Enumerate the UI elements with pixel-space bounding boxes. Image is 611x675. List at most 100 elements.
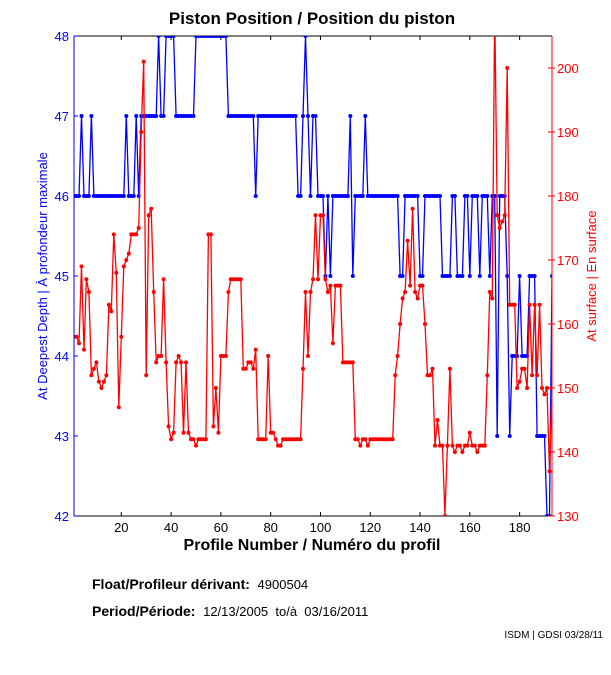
left-y-axis-label: At Deepest Depth | À profondeur maximale — [35, 152, 50, 400]
data-point — [119, 334, 124, 339]
data-point — [325, 290, 330, 294]
data-point — [475, 450, 480, 454]
data-point — [532, 274, 537, 278]
data-point — [365, 443, 370, 448]
right-y-axis-label: At surface | En surface — [584, 210, 599, 341]
data-point — [413, 290, 418, 294]
data-point — [306, 114, 310, 118]
data-point — [450, 443, 455, 448]
data-point — [540, 386, 544, 390]
data-point — [477, 274, 482, 278]
data-point — [467, 274, 472, 278]
data-point — [104, 373, 109, 378]
data-point — [487, 274, 492, 278]
data-point — [532, 302, 537, 307]
right-tick-label: 170 — [557, 253, 579, 268]
data-point — [308, 194, 313, 198]
data-point — [423, 322, 427, 326]
data-point — [505, 66, 510, 70]
left-tick-label: 43 — [55, 429, 69, 444]
left-tick-label: 46 — [55, 189, 69, 204]
data-point — [253, 194, 258, 198]
data-point — [223, 36, 228, 38]
data-point — [487, 290, 492, 294]
data-point — [84, 277, 89, 282]
data-point — [522, 366, 527, 371]
data-point — [493, 2, 497, 6]
data-point — [248, 360, 253, 365]
data-point — [452, 194, 457, 198]
data-point — [460, 450, 465, 454]
data-point — [179, 360, 184, 365]
data-point — [355, 437, 360, 442]
data-point — [226, 290, 231, 294]
x-tick-label: 20 — [114, 520, 128, 535]
data-point — [438, 194, 442, 198]
data-point — [111, 232, 116, 237]
data-point — [420, 283, 425, 288]
right-tick-label: 160 — [557, 317, 579, 332]
data-point — [146, 213, 151, 218]
data-point — [89, 373, 94, 378]
data-point — [273, 437, 278, 442]
data-point — [542, 392, 547, 397]
float-label: Float/Profileur dérivant: — [92, 576, 250, 592]
data-point — [323, 277, 328, 282]
x-tick-label: 160 — [459, 520, 481, 535]
data-point — [465, 194, 470, 198]
data-point — [161, 277, 166, 282]
data-point — [472, 443, 477, 448]
data-point — [131, 194, 136, 198]
data-point — [79, 114, 84, 118]
data-point — [545, 386, 549, 390]
data-point — [505, 274, 510, 278]
data-point — [430, 366, 435, 371]
data-point — [405, 238, 410, 243]
data-point — [121, 194, 126, 198]
left-tick-label: 45 — [55, 269, 69, 284]
x-tick-label: 60 — [214, 520, 228, 535]
data-point — [428, 373, 432, 378]
data-point — [515, 386, 520, 390]
left-tick-label: 48 — [55, 29, 69, 44]
data-point — [298, 194, 303, 198]
data-point — [194, 443, 198, 448]
data-point — [223, 354, 228, 358]
data-point — [149, 206, 154, 211]
x-axis-label: Profile Number / Numéro du profil — [184, 537, 441, 554]
data-point — [447, 274, 452, 278]
data-point — [134, 114, 139, 118]
data-point — [433, 443, 437, 448]
data-point — [338, 283, 343, 288]
data-point — [181, 430, 186, 435]
data-point — [328, 274, 333, 278]
data-point — [186, 430, 191, 435]
data-point — [77, 341, 81, 346]
period-value: 12/13/2005 to/à 03/16/2011 — [203, 604, 369, 619]
data-point — [350, 274, 355, 278]
data-point — [293, 114, 298, 118]
data-point — [502, 213, 507, 218]
data-point — [358, 443, 363, 448]
data-point — [547, 469, 552, 474]
data-point — [211, 424, 216, 429]
left-y-ticks: 42 43 44 45 46 47 48 — [55, 29, 78, 524]
data-point — [154, 360, 159, 365]
data-point — [390, 437, 395, 442]
data-point — [303, 36, 308, 38]
data-point — [316, 277, 320, 282]
data-point — [517, 379, 522, 384]
data-point — [345, 194, 350, 198]
data-point — [403, 290, 408, 294]
data-point — [482, 443, 487, 448]
data-point — [251, 366, 256, 371]
data-point — [415, 194, 420, 198]
data-point — [490, 296, 495, 301]
left-tick-label: 42 — [55, 509, 69, 524]
data-point — [166, 424, 171, 429]
right-tick-label: 130 — [557, 509, 579, 524]
data-point — [517, 274, 522, 278]
data-point — [328, 283, 333, 288]
data-point — [106, 302, 111, 307]
data-point — [495, 434, 500, 438]
